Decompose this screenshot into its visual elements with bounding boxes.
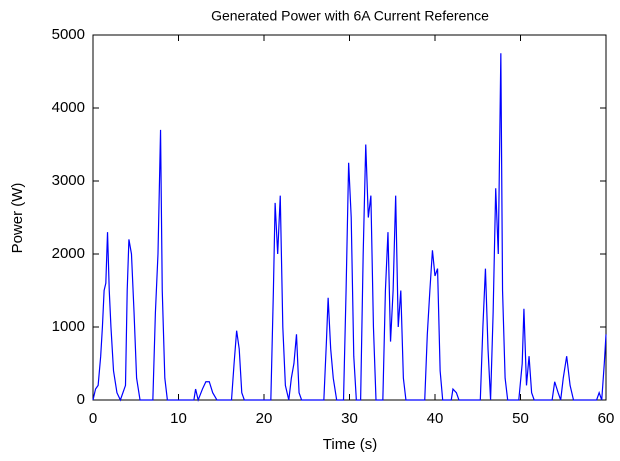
y-tick-label: 0 <box>77 391 85 408</box>
x-axis-label: Time (s) <box>323 436 377 453</box>
x-tick-label: 30 <box>341 410 358 427</box>
y-tick-label: 5000 <box>52 26 85 43</box>
x-tick-label: 40 <box>427 410 444 427</box>
y-tick-label: 3000 <box>52 172 85 189</box>
x-tick-label: 0 <box>89 410 97 427</box>
y-tick-label: 4000 <box>52 99 85 116</box>
x-tick-label: 20 <box>256 410 273 427</box>
x-tick-label: 10 <box>170 410 187 427</box>
chart-title: Generated Power with 6A Current Referenc… <box>211 8 489 24</box>
y-tick-label: 2000 <box>52 245 85 262</box>
y-axis-label: Power (W) <box>9 183 26 254</box>
data-line <box>92 53 607 403</box>
x-tick-label: 50 <box>512 410 529 427</box>
y-tick-label: 1000 <box>52 318 85 335</box>
plot-frame <box>92 34 607 401</box>
x-tick-label: 60 <box>598 410 615 427</box>
